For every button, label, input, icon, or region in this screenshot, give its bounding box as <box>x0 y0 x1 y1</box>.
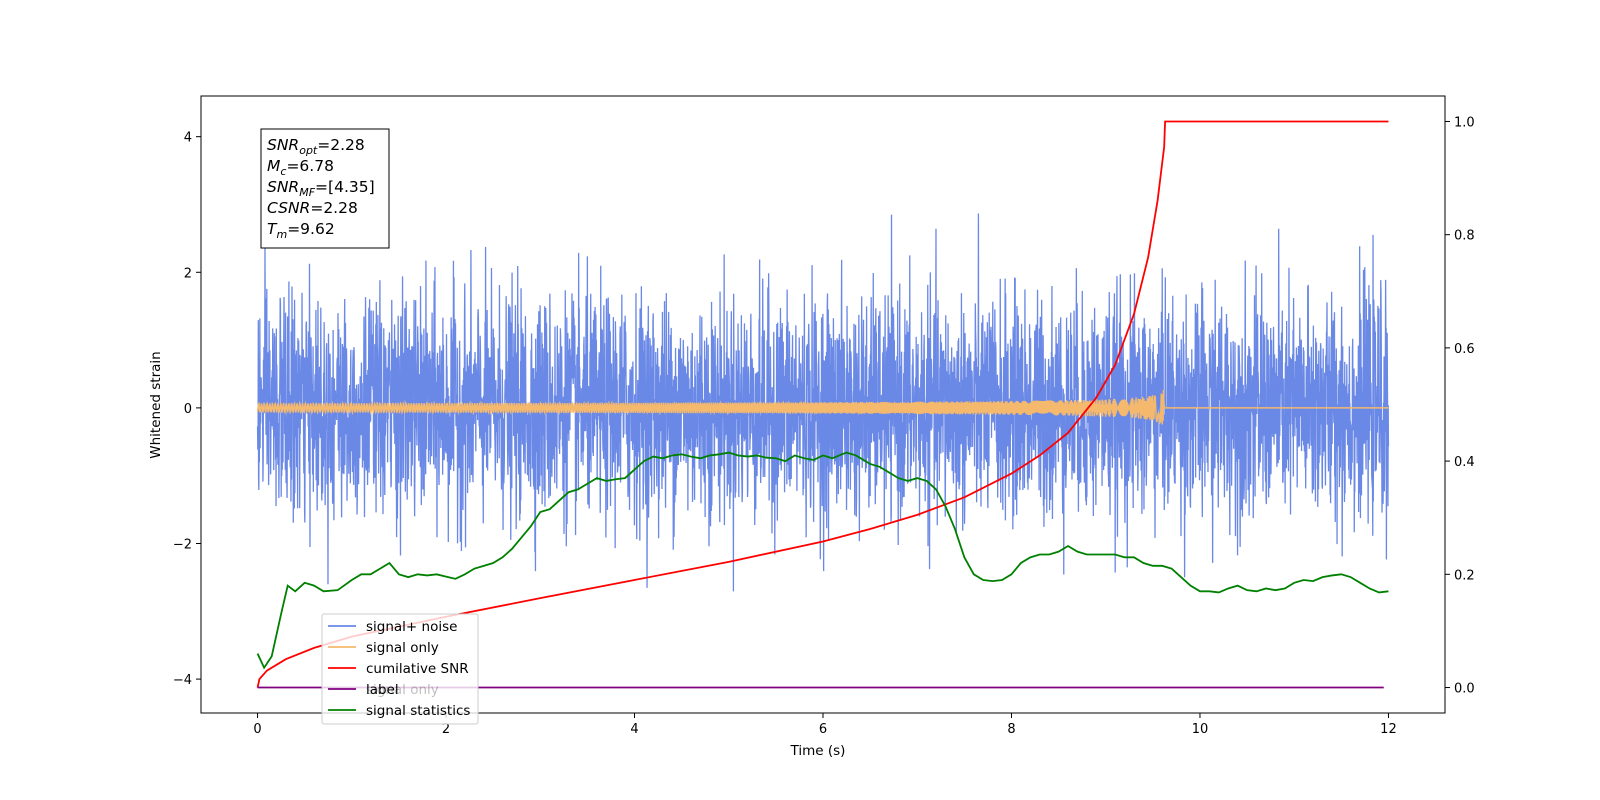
x-tick-label: 12 <box>1380 722 1397 737</box>
y-tick-label: 2 <box>184 266 192 281</box>
x-tick-label: 2 <box>442 722 450 737</box>
legend: signal+ noise signal only cumilative SNR la… <box>321 613 479 725</box>
series-signal-statistics <box>256 451 1389 670</box>
annotation-line: SNRMF=[4.35] <box>267 178 375 199</box>
y2-tick-label: 0.4 <box>1454 455 1475 470</box>
legend-overlap-text: signal only <box>366 682 439 698</box>
y2-tick-label: 0.8 <box>1454 229 1475 244</box>
y-axis-left: −4 −2 0 2 4 <box>173 131 201 688</box>
legend-label: cumilative SNR <box>366 661 469 677</box>
y-tick-label: −2 <box>173 537 192 552</box>
plot-content <box>256 120 1390 689</box>
legend-frame <box>321 613 479 725</box>
x-tick-label: 0 <box>253 722 261 737</box>
legend-label: signal+ noise <box>366 619 457 635</box>
series-signal-plus-noise <box>256 213 1390 592</box>
y-tick-label: 0 <box>184 402 192 417</box>
y2-tick-label: 0.2 <box>1454 568 1475 583</box>
x-axis: 0 2 4 6 8 10 12 <box>253 713 1397 737</box>
y-tick-label: −4 <box>173 673 192 688</box>
y-axis-right: 0.0 0.2 0.4 0.6 0.8 1.0 <box>1445 115 1475 697</box>
x-tick-label: 8 <box>1007 722 1015 737</box>
y2-tick-label: 1.0 <box>1454 115 1475 130</box>
y-axis-label: Whitened strain <box>148 351 164 458</box>
series-cumulative-snr <box>256 120 1389 688</box>
legend-label: signal only <box>366 640 439 656</box>
x-axis-label: Time (s) <box>790 743 846 759</box>
y-tick-label: 4 <box>184 131 192 146</box>
series-signal-only <box>256 389 1389 425</box>
x-tick-label: 4 <box>630 722 638 737</box>
annotation-line: SNRopt=2.28 <box>267 136 365 157</box>
annotation-line: Mc=6.78 <box>267 157 334 178</box>
x-tick-label: 6 <box>819 722 827 737</box>
annotation-line: Tm=9.62 <box>267 220 335 241</box>
y2-tick-label: 0.0 <box>1454 682 1475 697</box>
legend-label: signal statistics <box>366 703 470 719</box>
annotation-line: CSNR=2.28 <box>267 199 358 217</box>
annotation-frame <box>260 128 390 249</box>
y2-tick-label: 0.6 <box>1454 342 1475 357</box>
x-tick-label: 10 <box>1192 722 1209 737</box>
legend-label: label <box>366 682 399 698</box>
